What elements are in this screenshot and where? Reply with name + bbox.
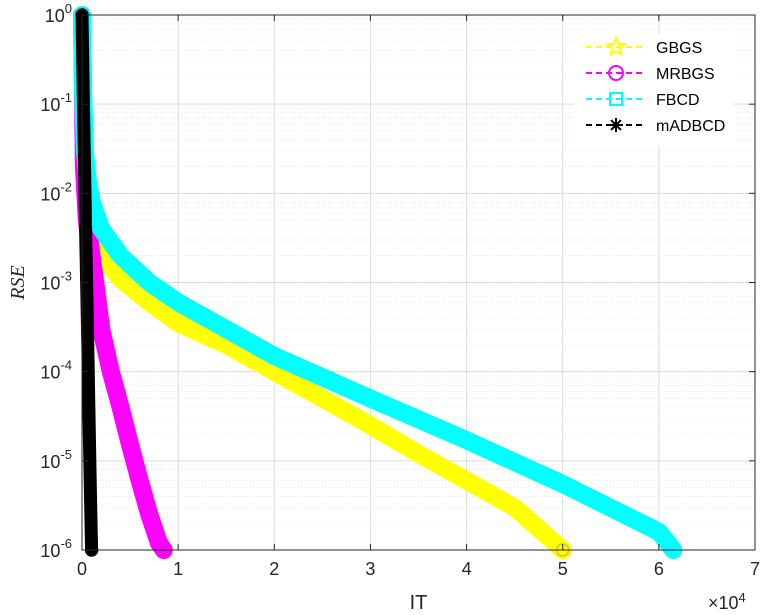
y-tick-label: 10-5 — [40, 447, 72, 472]
y-tick-exponent: -3 — [60, 269, 72, 284]
legend-entry-mrbgs: MRBGS — [586, 65, 715, 83]
y-tick-exponent: -5 — [60, 447, 72, 462]
y-tick-label: 10-4 — [40, 358, 72, 383]
y-tick-base: 10 — [45, 6, 65, 26]
y-tick-base: 10 — [40, 184, 60, 204]
y-tick-exponent: -2 — [60, 179, 72, 194]
y-tick-exponent: 0 — [65, 1, 72, 16]
y-tick-label: 10-3 — [40, 269, 72, 294]
x-tick-label: 3 — [365, 559, 375, 579]
legend-label: GBGS — [656, 40, 702, 57]
asterisk-icon — [609, 118, 623, 132]
y-tick-base: 10 — [40, 452, 60, 472]
asterisk-stroke — [610, 119, 622, 131]
x-tick-label: 4 — [462, 559, 472, 579]
x-tick-label: 5 — [558, 559, 568, 579]
x-tick-label: 6 — [654, 559, 664, 579]
y-tick-base: 10 — [40, 274, 60, 294]
x-multiplier-exponent: 4 — [739, 590, 746, 605]
x-axis-multiplier: ×104 — [708, 590, 746, 614]
y-tick-label: 100 — [45, 1, 72, 26]
legend-label: MRBGS — [656, 66, 715, 83]
legend-label: mADBCD — [656, 118, 725, 135]
x-multiplier-base: ×10 — [708, 593, 739, 613]
y-tick-label: 10-2 — [40, 179, 72, 204]
star-icon — [604, 35, 628, 57]
legend: GBGS MRBGS FBCD mADBCD — [574, 34, 734, 146]
x-tick-label: 0 — [77, 559, 87, 579]
x-tick-label: 1 — [173, 559, 183, 579]
y-tick-exponent: -1 — [60, 90, 72, 105]
y-tick-label: 10-6 — [40, 536, 72, 561]
tick-layer — [81, 14, 756, 551]
x-tick-label: 7 — [750, 559, 760, 579]
y-axis-label: RSE — [7, 265, 29, 300]
series-line-madbcd — [75, 8, 99, 557]
y-tick-exponent: -6 — [60, 536, 72, 551]
y-tick-exponent: -4 — [60, 358, 72, 373]
legend-entry-gbgs: GBGS — [586, 35, 702, 57]
y-tick-base: 10 — [40, 541, 60, 561]
legend-entry-madbcd: mADBCD — [586, 118, 725, 135]
circle-icon — [608, 65, 624, 81]
legend-label: FBCD — [656, 92, 700, 109]
y-tick-label: 10-1 — [40, 90, 72, 115]
square-icon — [609, 92, 623, 106]
legend-entry-fbcd: FBCD — [586, 92, 700, 109]
y-tick-base: 10 — [40, 363, 60, 383]
x-tick-labels: 0 1 2 3 4 5 6 7 — [77, 559, 760, 579]
y-tick-base: 10 — [40, 95, 60, 115]
x-tick-label: 2 — [269, 559, 279, 579]
x-axis-label: IT — [410, 592, 428, 614]
legend-box — [574, 34, 734, 146]
